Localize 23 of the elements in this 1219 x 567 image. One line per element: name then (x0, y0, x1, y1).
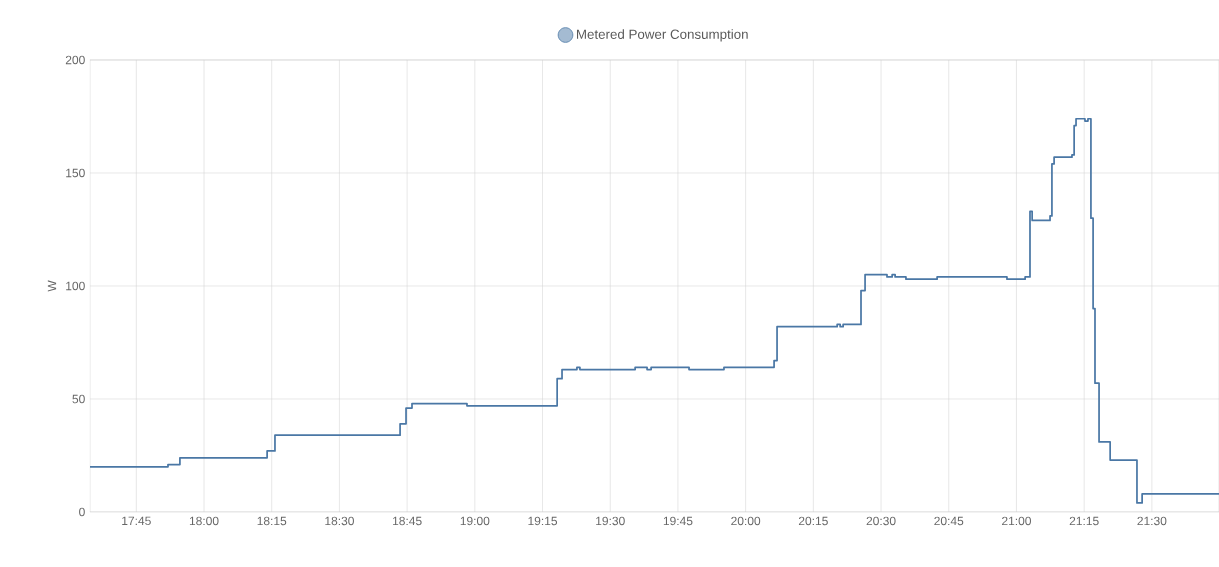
x-tick-label: 18:15 (257, 516, 287, 526)
y-tick-label: 0 (79, 507, 85, 517)
x-tick-label: 21:15 (1069, 516, 1099, 526)
x-tick-label: 21:30 (1137, 516, 1167, 526)
x-tick-label: 20:30 (866, 516, 896, 526)
x-tick-label: 18:45 (393, 516, 422, 526)
x-tick-label: 20:15 (798, 516, 828, 526)
x-tick-label: 19:30 (596, 516, 625, 526)
x-tick-label: 19:15 (528, 516, 558, 526)
x-tick-label: 17:45 (122, 516, 151, 526)
x-tick-label: 20:45 (934, 516, 964, 526)
x-tick-label: 19:00 (460, 516, 490, 526)
legend-label: Metered Power Consumption (576, 29, 748, 42)
y-tick-label: 150 (66, 168, 85, 178)
y-tick-label: 200 (65, 55, 85, 65)
x-tick-label: 18:00 (189, 516, 219, 526)
x-tick-label: 18:30 (325, 516, 354, 526)
y-tick-label: 50 (72, 394, 85, 404)
y-tick-label: 100 (66, 281, 85, 291)
y-axis-title: W (47, 280, 57, 292)
x-tick-label: 20:00 (731, 516, 761, 526)
x-tick-label: 21:00 (1002, 516, 1031, 526)
x-tick-label: 19:45 (663, 516, 693, 526)
